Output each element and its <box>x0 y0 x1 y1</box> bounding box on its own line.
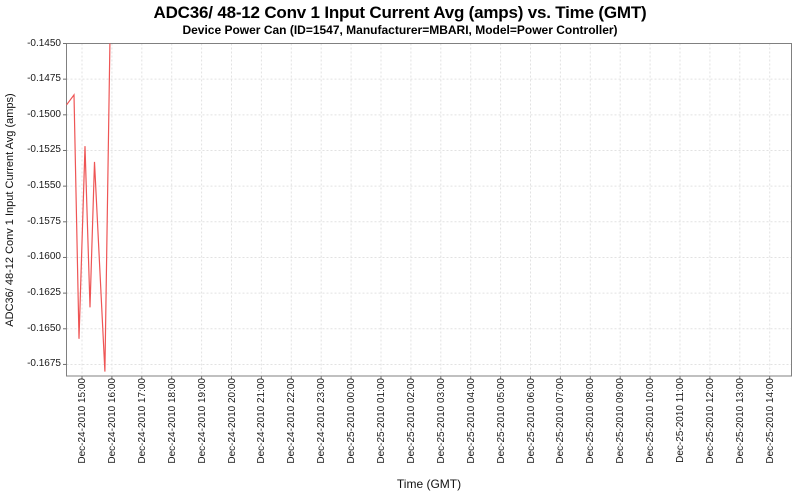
x-tick-label: Dec-24-2010 19:00 <box>196 378 208 464</box>
plot-border <box>66 43 792 377</box>
x-tick-label: Dec-24-2010 15:00 <box>77 378 88 464</box>
y-tick-label: -0.1600 <box>27 251 61 263</box>
x-tick-label: Dec-25-2010 14:00 <box>764 378 776 464</box>
y-tick-label: -0.1650 <box>27 322 61 334</box>
y-tick-label: -0.1450 <box>27 37 61 49</box>
x-tick-label: Dec-25-2010 01:00 <box>376 378 387 464</box>
y-tick-label: -0.1675 <box>27 358 61 370</box>
y-tick-label: -0.1550 <box>27 180 61 192</box>
x-tick-label: Dec-24-2010 17:00 <box>136 378 148 464</box>
x-tick-label: Dec-25-2010 05:00 <box>495 378 507 464</box>
y-tick-label: -0.1575 <box>27 215 61 227</box>
x-tick-label: Dec-25-2010 10:00 <box>645 378 657 464</box>
x-tick-label: Dec-25-2010 12:00 <box>704 378 716 464</box>
x-tick-label: Dec-24-2010 20:00 <box>226 378 238 464</box>
chart-title: ADC36/ 48-12 Conv 1 Input Current Avg (a… <box>153 3 647 22</box>
x-tick-label: Dec-25-2010 08:00 <box>585 378 597 464</box>
x-axis-title: Time (GMT) <box>396 477 462 491</box>
y-tick-label: -0.1525 <box>27 144 61 156</box>
x-tick-label: Dec-24-2010 22:00 <box>286 378 298 464</box>
y-tick-label: -0.1475 <box>27 73 61 85</box>
x-tick-label: Dec-25-2010 00:00 <box>346 378 358 464</box>
x-tick-label: Dec-25-2010 09:00 <box>615 378 627 464</box>
x-tick-label: Dec-25-2010 07:00 <box>555 378 567 464</box>
x-tick-label: Dec-25-2010 11:00 <box>675 378 686 463</box>
y-axis-title: ADC36/ 48-12 Conv 1 Input Current Avg (a… <box>4 93 16 327</box>
chart-subtitle: Device Power Can (ID=1547, Manufacturer=… <box>182 23 618 37</box>
x-tick-label: Dec-25-2010 03:00 <box>435 378 447 464</box>
x-tick-label: Dec-25-2010 02:00 <box>405 378 417 464</box>
y-tick-label: -0.1500 <box>27 108 61 120</box>
x-tick-label: Dec-25-2010 04:00 <box>465 378 477 464</box>
x-tick-label: Dec-24-2010 16:00 <box>106 378 118 464</box>
x-tick-label: Dec-24-2010 18:00 <box>166 378 178 464</box>
x-tick-label: Dec-24-2010 21:00 <box>256 378 268 464</box>
x-tick-label: Dec-24-2010 23:00 <box>316 378 328 464</box>
series-line <box>66 43 111 372</box>
x-tick-label: Dec-25-2010 06:00 <box>525 378 537 464</box>
x-tick-label: Dec-25-2010 13:00 <box>734 378 746 464</box>
y-tick-label: -0.1625 <box>27 287 61 299</box>
